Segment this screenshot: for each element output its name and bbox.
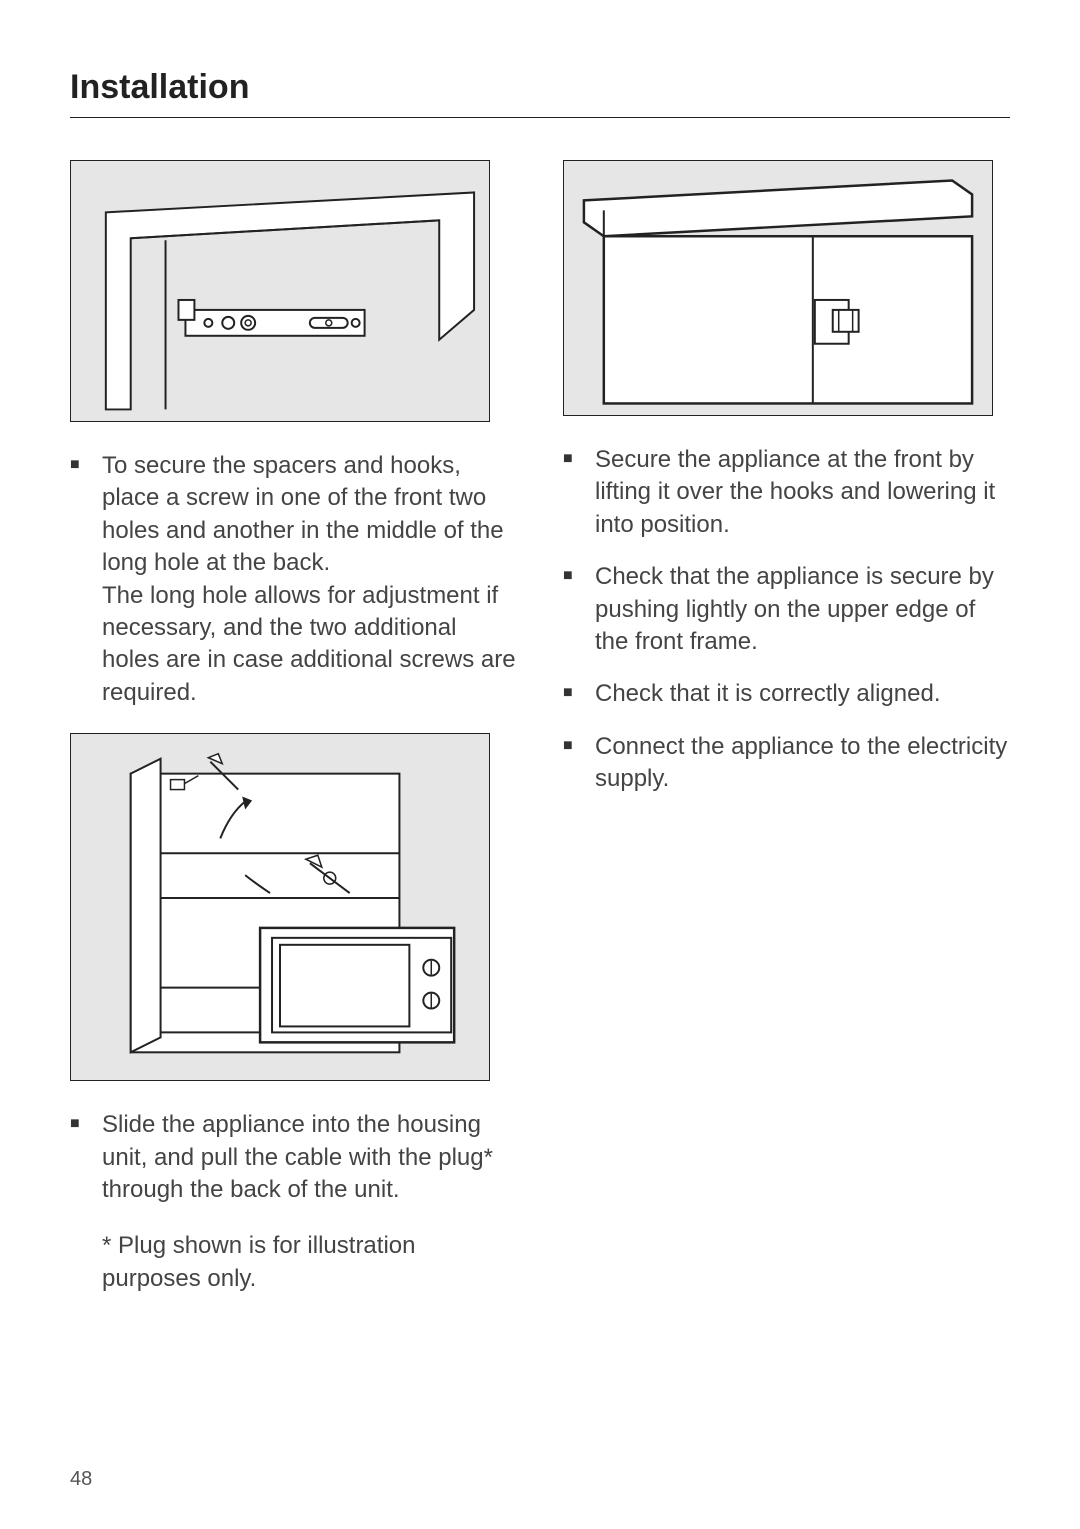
sliding-diagram-icon xyxy=(71,733,489,1081)
hook-diagram-icon xyxy=(564,160,992,416)
right-column: Secure the appliance at the front by lif… xyxy=(563,160,1010,1319)
right-bullets: Secure the appliance at the front by lif… xyxy=(563,444,1010,796)
list-item: Slide the appliance into the housing uni… xyxy=(70,1109,517,1206)
list-item: To secure the spacers and hooks, place a… xyxy=(70,450,517,709)
figure-bracket xyxy=(70,160,490,422)
list-item: Check that the appliance is secure by pu… xyxy=(563,561,1010,658)
content-columns: To secure the spacers and hooks, place a… xyxy=(70,160,1010,1319)
figure-hook xyxy=(563,160,993,416)
page-title: Installation xyxy=(70,68,1010,118)
page-number: 48 xyxy=(70,1468,92,1491)
figure-sliding xyxy=(70,733,490,1081)
left-bullets-1: To secure the spacers and hooks, place a… xyxy=(70,450,517,709)
left-column: To secure the spacers and hooks, place a… xyxy=(70,160,517,1319)
bracket-diagram-icon xyxy=(71,160,489,422)
list-item: Check that it is correctly aligned. xyxy=(563,678,1010,710)
list-item: Secure the appliance at the front by lif… xyxy=(563,444,1010,541)
footnote: * Plug shown is for illustration purpose… xyxy=(70,1230,517,1295)
list-item: Connect the appliance to the electricity… xyxy=(563,731,1010,796)
left-bullets-2: Slide the appliance into the housing uni… xyxy=(70,1109,517,1206)
